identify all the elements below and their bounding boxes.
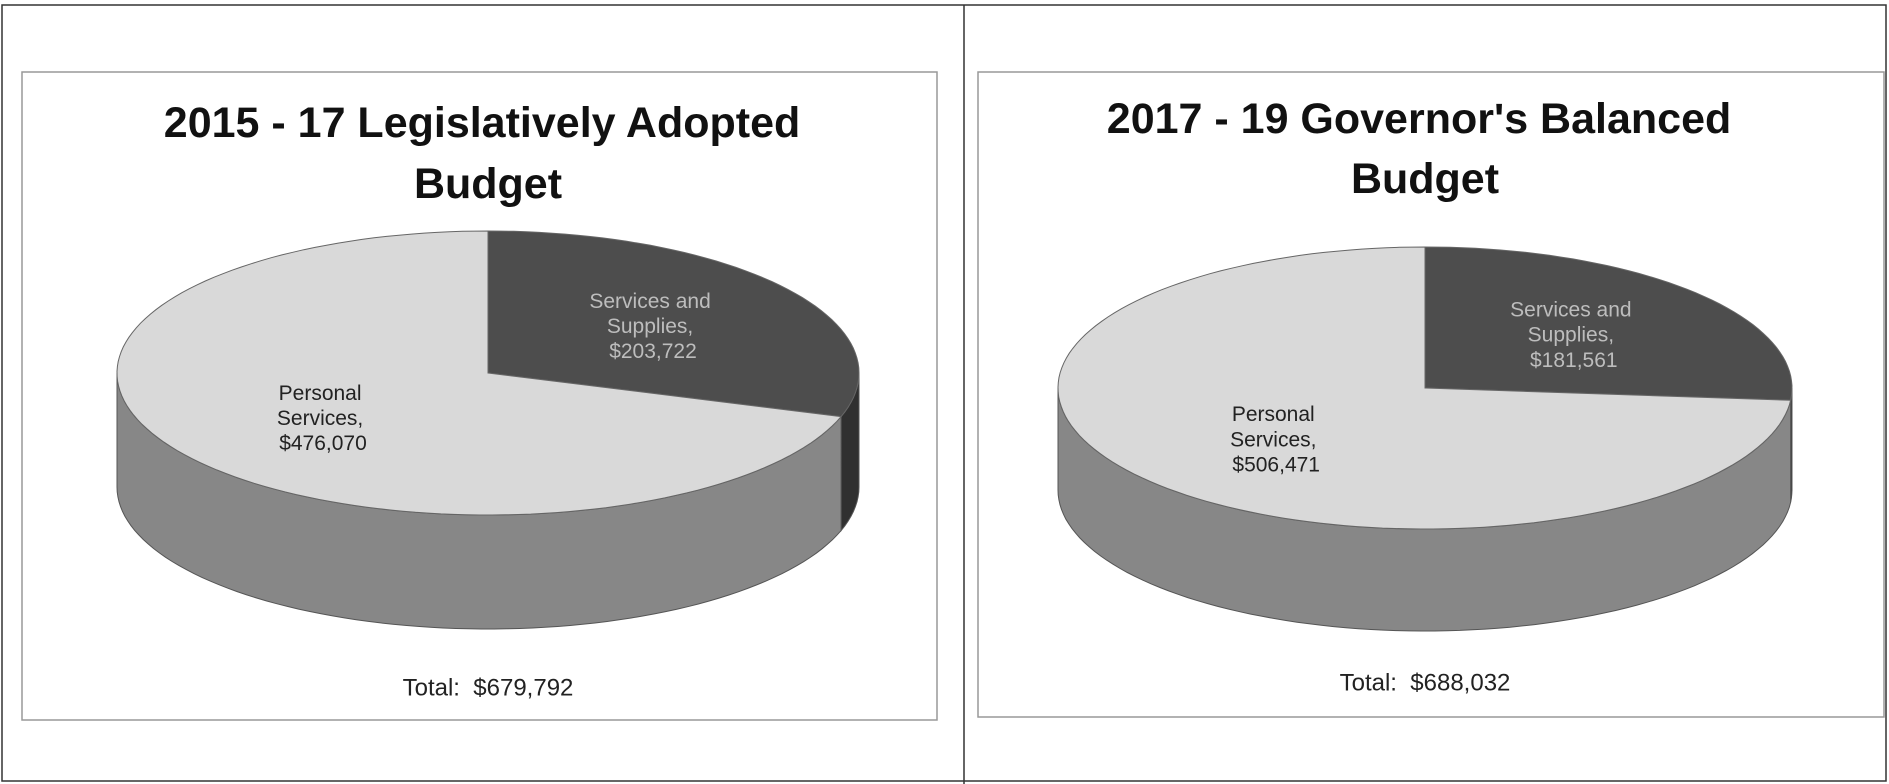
pie-slice <box>1057 246 1792 530</box>
chart-frame <box>977 71 1885 718</box>
data-label: Services and Supplies, $203,722 <box>589 289 716 362</box>
pie-slice <box>116 230 843 516</box>
outer-border <box>1 4 1887 782</box>
data-label: Services and Supplies, $181,561 <box>1510 298 1637 371</box>
chart-frame <box>21 71 938 721</box>
total-annotation: Total: $688,032 <box>1340 669 1511 696</box>
chart-title: 2015 - 17 Legislatively Adopted Budget <box>164 99 812 208</box>
data-label: Personal Services, $476,070 <box>277 381 369 454</box>
pie-slice <box>487 230 860 418</box>
data-label: Personal Services, $506,471 <box>1230 403 1322 476</box>
chart-title: 2017 - 19 Governor's Balanced Budget <box>1107 95 1743 203</box>
pie-slice <box>1424 246 1793 401</box>
total-annotation: Total: $679,792 <box>403 674 574 701</box>
